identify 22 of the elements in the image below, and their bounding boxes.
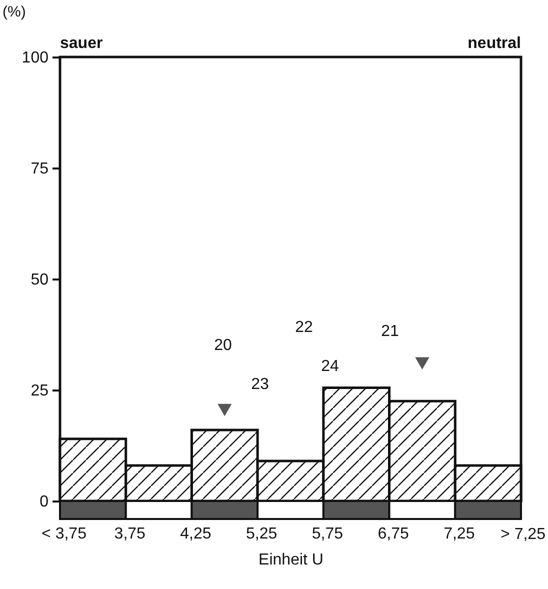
x-tick-label: 4,25: [180, 526, 212, 542]
x-tick-label: 3,75: [114, 526, 146, 542]
y-tick-label: 100: [22, 50, 49, 66]
annotation: 21: [381, 323, 399, 340]
annotation: 22: [295, 319, 313, 336]
x-tick-label: 5,75: [312, 526, 344, 542]
annotation: 23: [251, 376, 269, 393]
x-tick-label: 6,75: [378, 526, 409, 542]
y-axis-title: (%): [2, 4, 26, 20]
text: sauer: [60, 35, 103, 52]
y-tick-label: 50: [30, 272, 49, 288]
y-tick-label: 0: [40, 494, 49, 510]
text: > 7,25: [500, 526, 546, 543]
annotation: 24: [321, 358, 339, 375]
y-tick-label: 25: [30, 382, 49, 400]
y-tick-label: 75: [30, 160, 49, 178]
x-tick-label: < 3,75: [42, 526, 87, 542]
annotation: 20: [214, 337, 232, 354]
x-axis-title: Einheit U: [258, 552, 324, 568]
x-tick-label: 7,25: [444, 526, 475, 542]
x-tick-label: 5,25: [246, 526, 278, 542]
text: neutral: [468, 35, 521, 52]
